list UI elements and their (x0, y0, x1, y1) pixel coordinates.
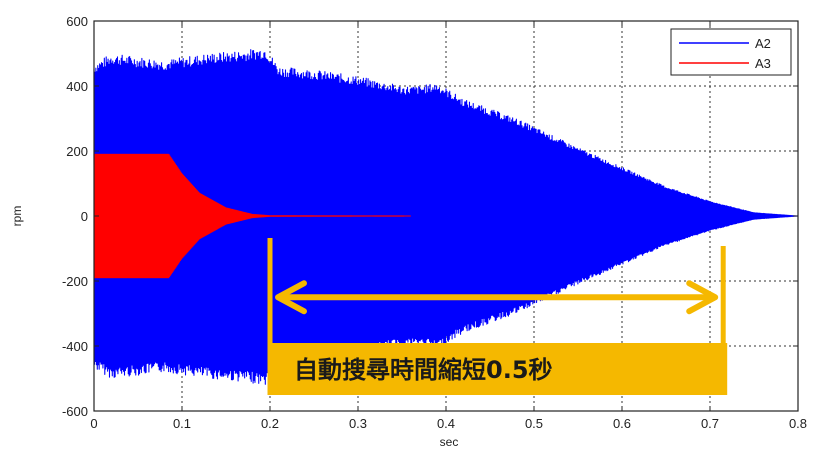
duration-arrow-left-head (275, 280, 307, 315)
x-axis-title: sec (440, 435, 459, 449)
callout-box (270, 343, 728, 395)
annotation-layer: 自動搜尋時間縮短0.5秒 (267, 238, 728, 395)
axes-layer: 0 0.1 0.2 0.3 0.4 0.5 0.6 0.7 0.8 600 400 200 0 -200 -… (10, 14, 807, 449)
x-tick-label: 0.5 (525, 416, 543, 431)
y-tick-label: 400 (66, 79, 88, 94)
duration-arrow-right-head (686, 280, 719, 315)
x-tick-label: 0.2 (261, 416, 279, 431)
series-layer (93, 49, 799, 385)
callout-label: 自動搜尋時間縮短0.5秒 (294, 356, 553, 384)
y-tick-label: -600 (62, 404, 88, 419)
legend-box (670, 28, 792, 76)
x-tick-label: 0 (90, 416, 97, 431)
y-tick-label: 600 (66, 14, 88, 29)
x-tick-label: 0.3 (349, 416, 367, 431)
y-tick-label: 200 (66, 144, 88, 159)
x-tick-label: 0.1 (173, 416, 191, 431)
x-tick-label: 0.7 (701, 416, 719, 431)
y-axis-title: rpm (10, 206, 24, 227)
series-line-a3 (93, 153, 411, 279)
legend-label-a3: A3 (755, 56, 771, 71)
legend-label-a2: A2 (755, 36, 771, 51)
y-tick-label: -200 (62, 274, 88, 289)
x-tick-label: 0.8 (789, 416, 807, 431)
series-line-a2 (93, 49, 799, 385)
x-tick-label: 0.6 (613, 416, 631, 431)
x-tick-label: 0.4 (437, 416, 455, 431)
y-tick-label: -400 (62, 339, 88, 354)
y-tick-label: 0 (81, 209, 88, 224)
